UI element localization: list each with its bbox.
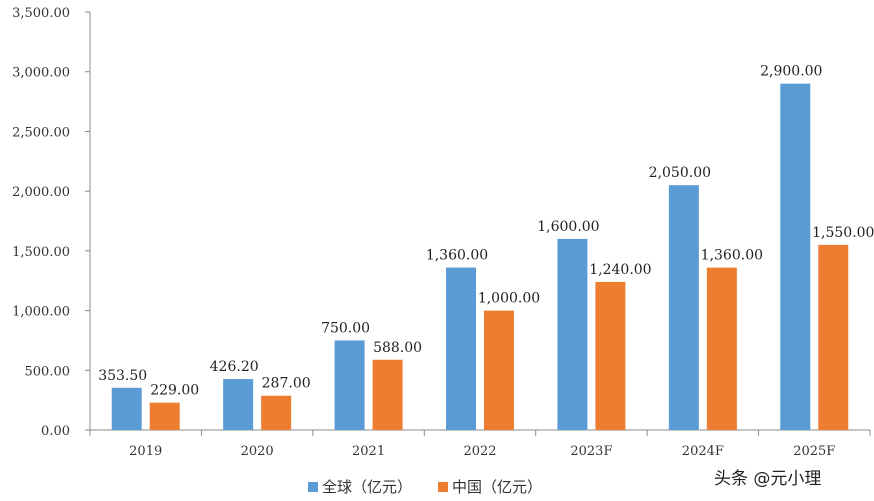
y-axis: 0.00 500.00 1,000.00 1,500.00 2,000.00 2,500.… [12, 6, 91, 439]
bar-global [557, 238, 588, 430]
bar-china [372, 359, 403, 430]
bar-china [595, 281, 626, 430]
bar-global [668, 185, 699, 430]
x-tick-label: 2025F [793, 444, 835, 459]
bar-global [780, 83, 811, 431]
bar-global [111, 387, 142, 430]
data-label-global: 2,900.00 [760, 64, 822, 80]
x-tick-label: 2020 [241, 444, 274, 459]
legend-swatch-china [438, 481, 449, 492]
legend: 全球（亿元） 中国（亿元） [308, 476, 568, 497]
legend-label-china: 中国（亿元） [452, 478, 543, 496]
x-tick-label: 2022 [463, 444, 496, 459]
y-tick-label: 3,500.00 [12, 6, 70, 21]
legend-swatch-global [308, 481, 318, 492]
x-tick-label: 2024F [682, 444, 724, 459]
y-tick-label: 3,000.00 [12, 66, 70, 81]
x-axis: 2019 2020 2021 2022 2023F 2024F 2025F [89, 429, 871, 459]
y-tick-label: 2,500.00 [12, 125, 70, 140]
data-labels: 353.50 426.20 750.00 1,360.00 1,600.00 2,050.… [98, 64, 874, 399]
legend-item-global: 全球（亿元） [308, 476, 412, 497]
bar-china [261, 395, 292, 430]
legend-label-global: 全球（亿元） [322, 478, 413, 496]
bar-china [706, 267, 737, 430]
bar-china [484, 310, 514, 430]
y-tick-label: 1,000.00 [12, 305, 70, 320]
data-label-china: 287.00 [262, 376, 311, 392]
data-label-china: 1,550.00 [812, 225, 874, 241]
x-tick-label: 2023F [570, 444, 612, 459]
y-tick-label: 1,500.00 [12, 245, 70, 260]
data-label-global: 2,050.00 [649, 165, 711, 181]
data-label-china: 1,360.00 [701, 248, 763, 264]
data-label-global: 353.50 [98, 368, 147, 384]
y-tick-label: 2,000.00 [12, 185, 70, 200]
data-label-china: 1,240.00 [589, 262, 651, 278]
data-label-global: 1,600.00 [537, 219, 599, 235]
bar-china [149, 402, 180, 430]
data-label-china: 588.00 [373, 340, 422, 356]
data-label-global: 426.20 [210, 359, 259, 375]
bars [111, 83, 849, 431]
data-label-global: 1,360.00 [426, 248, 488, 264]
y-tick-label: 0.00 [41, 424, 70, 439]
bar-global [334, 340, 365, 430]
x-tick-label: 2019 [129, 444, 162, 459]
y-tick-label: 500.00 [25, 364, 71, 379]
bar-china [818, 244, 849, 430]
data-label-china: 229.00 [150, 383, 199, 399]
bar-global [223, 379, 254, 430]
watermark: 头条 @元小理 [714, 469, 822, 489]
legend-item-china: 中国（亿元） [438, 476, 542, 497]
x-tick-label: 2021 [352, 444, 385, 459]
data-label-china: 1,000.00 [478, 291, 540, 307]
data-label-global: 750.00 [321, 320, 370, 336]
bar-global [446, 267, 476, 430]
